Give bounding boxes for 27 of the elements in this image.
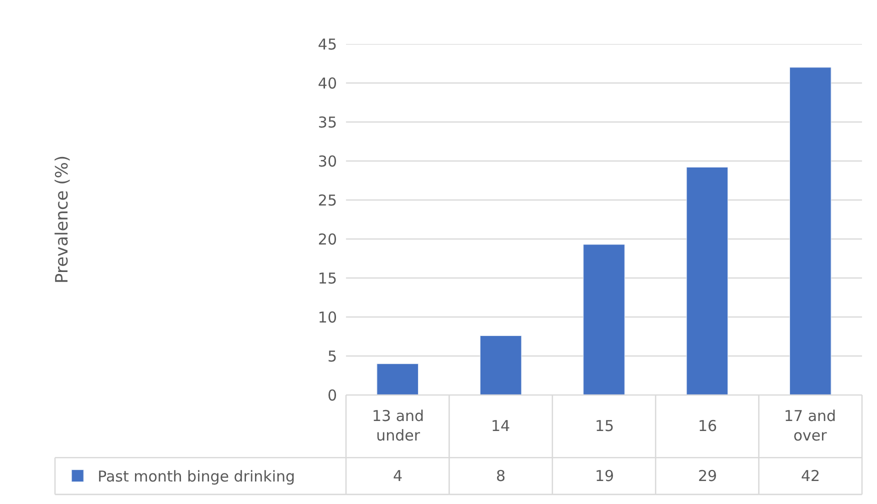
y-tick-label: 5 xyxy=(327,347,337,366)
bar xyxy=(583,244,625,395)
bar xyxy=(686,166,728,395)
x-tick-label: 13 and under xyxy=(372,407,424,444)
y-tick-label: 30 xyxy=(318,152,337,170)
y-tick-label: 35 xyxy=(318,113,337,132)
x-tick-label: 14 xyxy=(491,417,510,435)
bar xyxy=(480,335,522,395)
data-label: 4 xyxy=(393,467,403,485)
data-label: 8 xyxy=(496,467,506,485)
y-tick-label: 45 xyxy=(318,35,337,54)
data-label: 19 xyxy=(595,467,614,485)
y-tick-label: 25 xyxy=(318,191,337,210)
y-tick-label: 15 xyxy=(318,269,337,288)
data-label: 29 xyxy=(698,467,718,485)
x-tick-label: 16 xyxy=(698,417,718,435)
legend-label: Past month binge drinking xyxy=(98,468,296,486)
bar xyxy=(376,364,418,395)
y-tick-label: 0 xyxy=(327,386,337,404)
x-tick-label: 17 and over xyxy=(784,407,836,444)
y-tick-label: 10 xyxy=(318,308,337,326)
data-label: 42 xyxy=(801,467,820,485)
y-tick-label: 40 xyxy=(318,74,337,92)
text: Prevalence (%) xyxy=(52,155,72,284)
bar xyxy=(790,67,832,395)
y-tick-label: 20 xyxy=(318,230,337,248)
x-tick-label: 15 xyxy=(595,417,614,435)
